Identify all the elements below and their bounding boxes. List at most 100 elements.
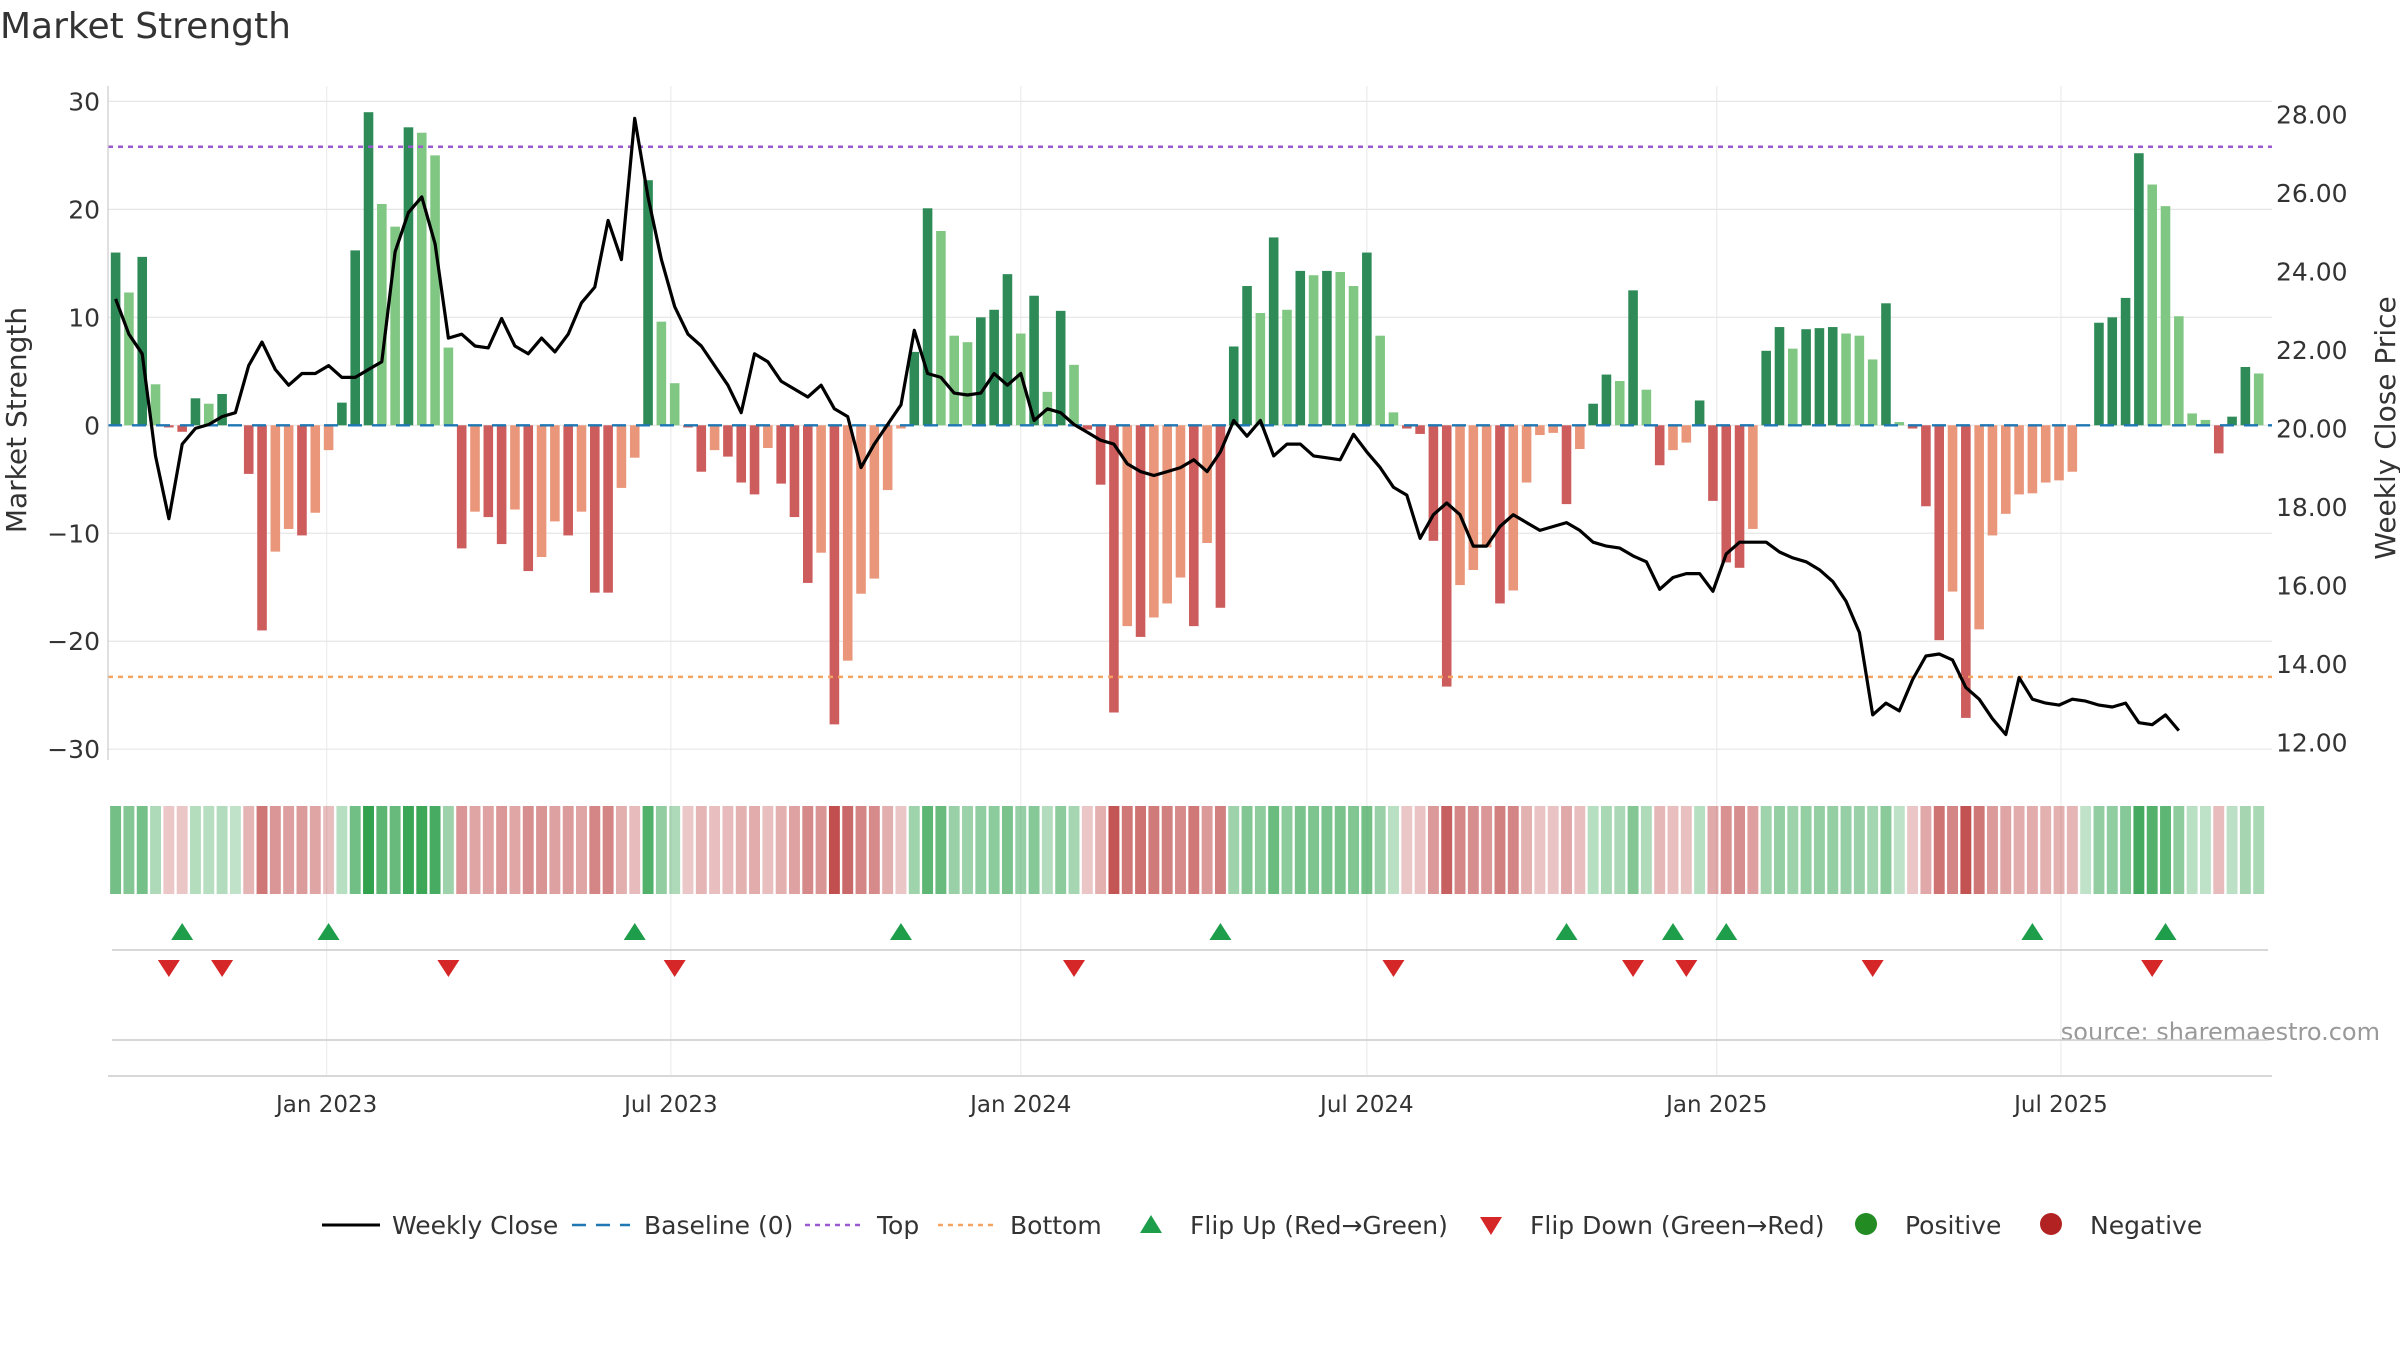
strength-strip-cell	[2146, 806, 2158, 894]
strength-strip-cell	[935, 806, 947, 894]
x-tick-label: Jan 2025	[1664, 1092, 1767, 1118]
strength-bar	[1002, 274, 1013, 426]
strength-bar	[976, 317, 986, 426]
strength-bar	[1508, 425, 1519, 591]
strength-bar	[749, 425, 760, 495]
strength-strip-cell	[562, 806, 574, 894]
strength-bar	[563, 425, 573, 536]
strength-strip-cell	[629, 806, 641, 894]
strength-bar	[1015, 333, 1026, 426]
y-tick-label: 0	[84, 411, 100, 440]
strength-bar	[1841, 333, 1851, 426]
strength-bar	[1881, 303, 1891, 426]
strength-strip	[110, 806, 2265, 894]
strength-bar	[1109, 425, 1119, 713]
strength-strip-cell	[908, 806, 920, 894]
strength-strip-cell	[256, 806, 268, 894]
strength-bar	[949, 335, 959, 426]
axes-layer: 30 20 10 0 −10 −20 −30 28.00 26.00 24.00 22.00 20.0…	[47, 86, 2348, 1118]
strength-bar	[124, 292, 134, 426]
strength-bar	[1401, 425, 1412, 429]
strength-strip-cell	[576, 806, 587, 894]
flip-down-marker	[157, 960, 180, 977]
strength-strip-cell	[988, 806, 1000, 894]
strength-bar	[869, 425, 880, 579]
y2-tick-label: 18.00	[2276, 493, 2348, 522]
strength-strip-cell	[1547, 806, 1559, 894]
legend-label: Bottom	[1010, 1211, 1102, 1240]
strength-bar	[1974, 425, 1984, 630]
strength-strip-cell	[1787, 806, 1799, 894]
strength-bar	[1814, 328, 1825, 426]
strength-strip-cell	[429, 806, 441, 894]
strength-strip-cell	[2239, 806, 2251, 894]
legend-item: Top	[805, 1211, 919, 1240]
strength-strip-cell	[1760, 806, 1772, 894]
flip-down-marker	[1861, 960, 1884, 977]
strength-strip-cell	[1055, 806, 1067, 894]
strength-bar	[1348, 286, 1359, 426]
strength-bar	[1082, 425, 1093, 430]
strength-bar	[470, 425, 480, 512]
strength-strip-cell	[1268, 806, 1280, 894]
legend-label: Flip Up (Red→Green)	[1190, 1211, 1448, 1240]
strength-bar	[1801, 329, 1811, 426]
strength-bar	[2120, 297, 2131, 426]
strength-bar	[203, 403, 214, 426]
strength-bar	[989, 309, 999, 426]
strength-bar	[802, 425, 813, 583]
strength-bar	[669, 383, 680, 426]
flip-down-marker	[1675, 960, 1698, 977]
strength-strip-cell	[762, 806, 774, 894]
y2-tick-label: 28.00	[2276, 100, 2348, 129]
strength-bar	[776, 425, 786, 484]
strength-strip-cell	[735, 806, 747, 894]
strength-bar	[1694, 400, 1705, 426]
strength-bar	[1162, 425, 1172, 604]
strength-bar	[2094, 322, 2104, 426]
strength-strip-cell	[2093, 806, 2105, 894]
legend-item: Positive	[1855, 1211, 2001, 1240]
y-tick-label: −10	[47, 519, 100, 548]
legend-flip-up-swatch	[1140, 1215, 1162, 1233]
strength-bar	[1628, 290, 1638, 426]
strength-bar	[1708, 425, 1718, 501]
strength-strip-cell	[642, 806, 654, 894]
strength-bar	[1601, 374, 1612, 426]
strength-bar	[1268, 237, 1279, 426]
strength-bar	[337, 402, 347, 426]
strength-bar	[1495, 425, 1505, 604]
strength-strip-cell	[1361, 806, 1373, 894]
strength-bar	[1215, 425, 1226, 608]
strength-bar	[550, 425, 560, 522]
strength-bar	[2107, 317, 2118, 426]
strength-bar	[656, 321, 667, 426]
strength-bar	[2240, 366, 2251, 426]
strength-bar	[283, 425, 294, 529]
strength-bar	[856, 425, 866, 594]
strength-bar	[2134, 153, 2144, 426]
strength-strip-cell	[802, 806, 814, 894]
y2-tick-label: 26.00	[2276, 179, 2348, 208]
strength-strip-cell	[2080, 806, 2092, 894]
flip-down-marker	[663, 960, 686, 977]
strength-strip-cell	[389, 806, 401, 894]
strength-strip-cell	[469, 806, 481, 894]
strength-strip-cell	[882, 806, 894, 894]
strength-bar	[390, 226, 400, 426]
strength-bar	[1095, 425, 1106, 485]
strength-strip-cell	[975, 806, 987, 894]
legend-flip-down-swatch	[1480, 1217, 1502, 1235]
y2-axis-label: Weekly Close Price	[2369, 296, 2400, 559]
strength-strip-cell	[1507, 806, 1519, 894]
strength-bar	[1734, 425, 1745, 568]
strength-bar	[416, 132, 427, 426]
strength-bar	[1428, 425, 1439, 541]
strength-strip-cell	[203, 806, 215, 894]
strength-bar	[2147, 184, 2157, 426]
strength-strip-cell	[309, 806, 321, 894]
strength-strip-cell	[2000, 806, 2012, 894]
strength-bar	[403, 127, 414, 426]
strength-bar	[1481, 425, 1492, 548]
strength-bar	[616, 425, 627, 488]
